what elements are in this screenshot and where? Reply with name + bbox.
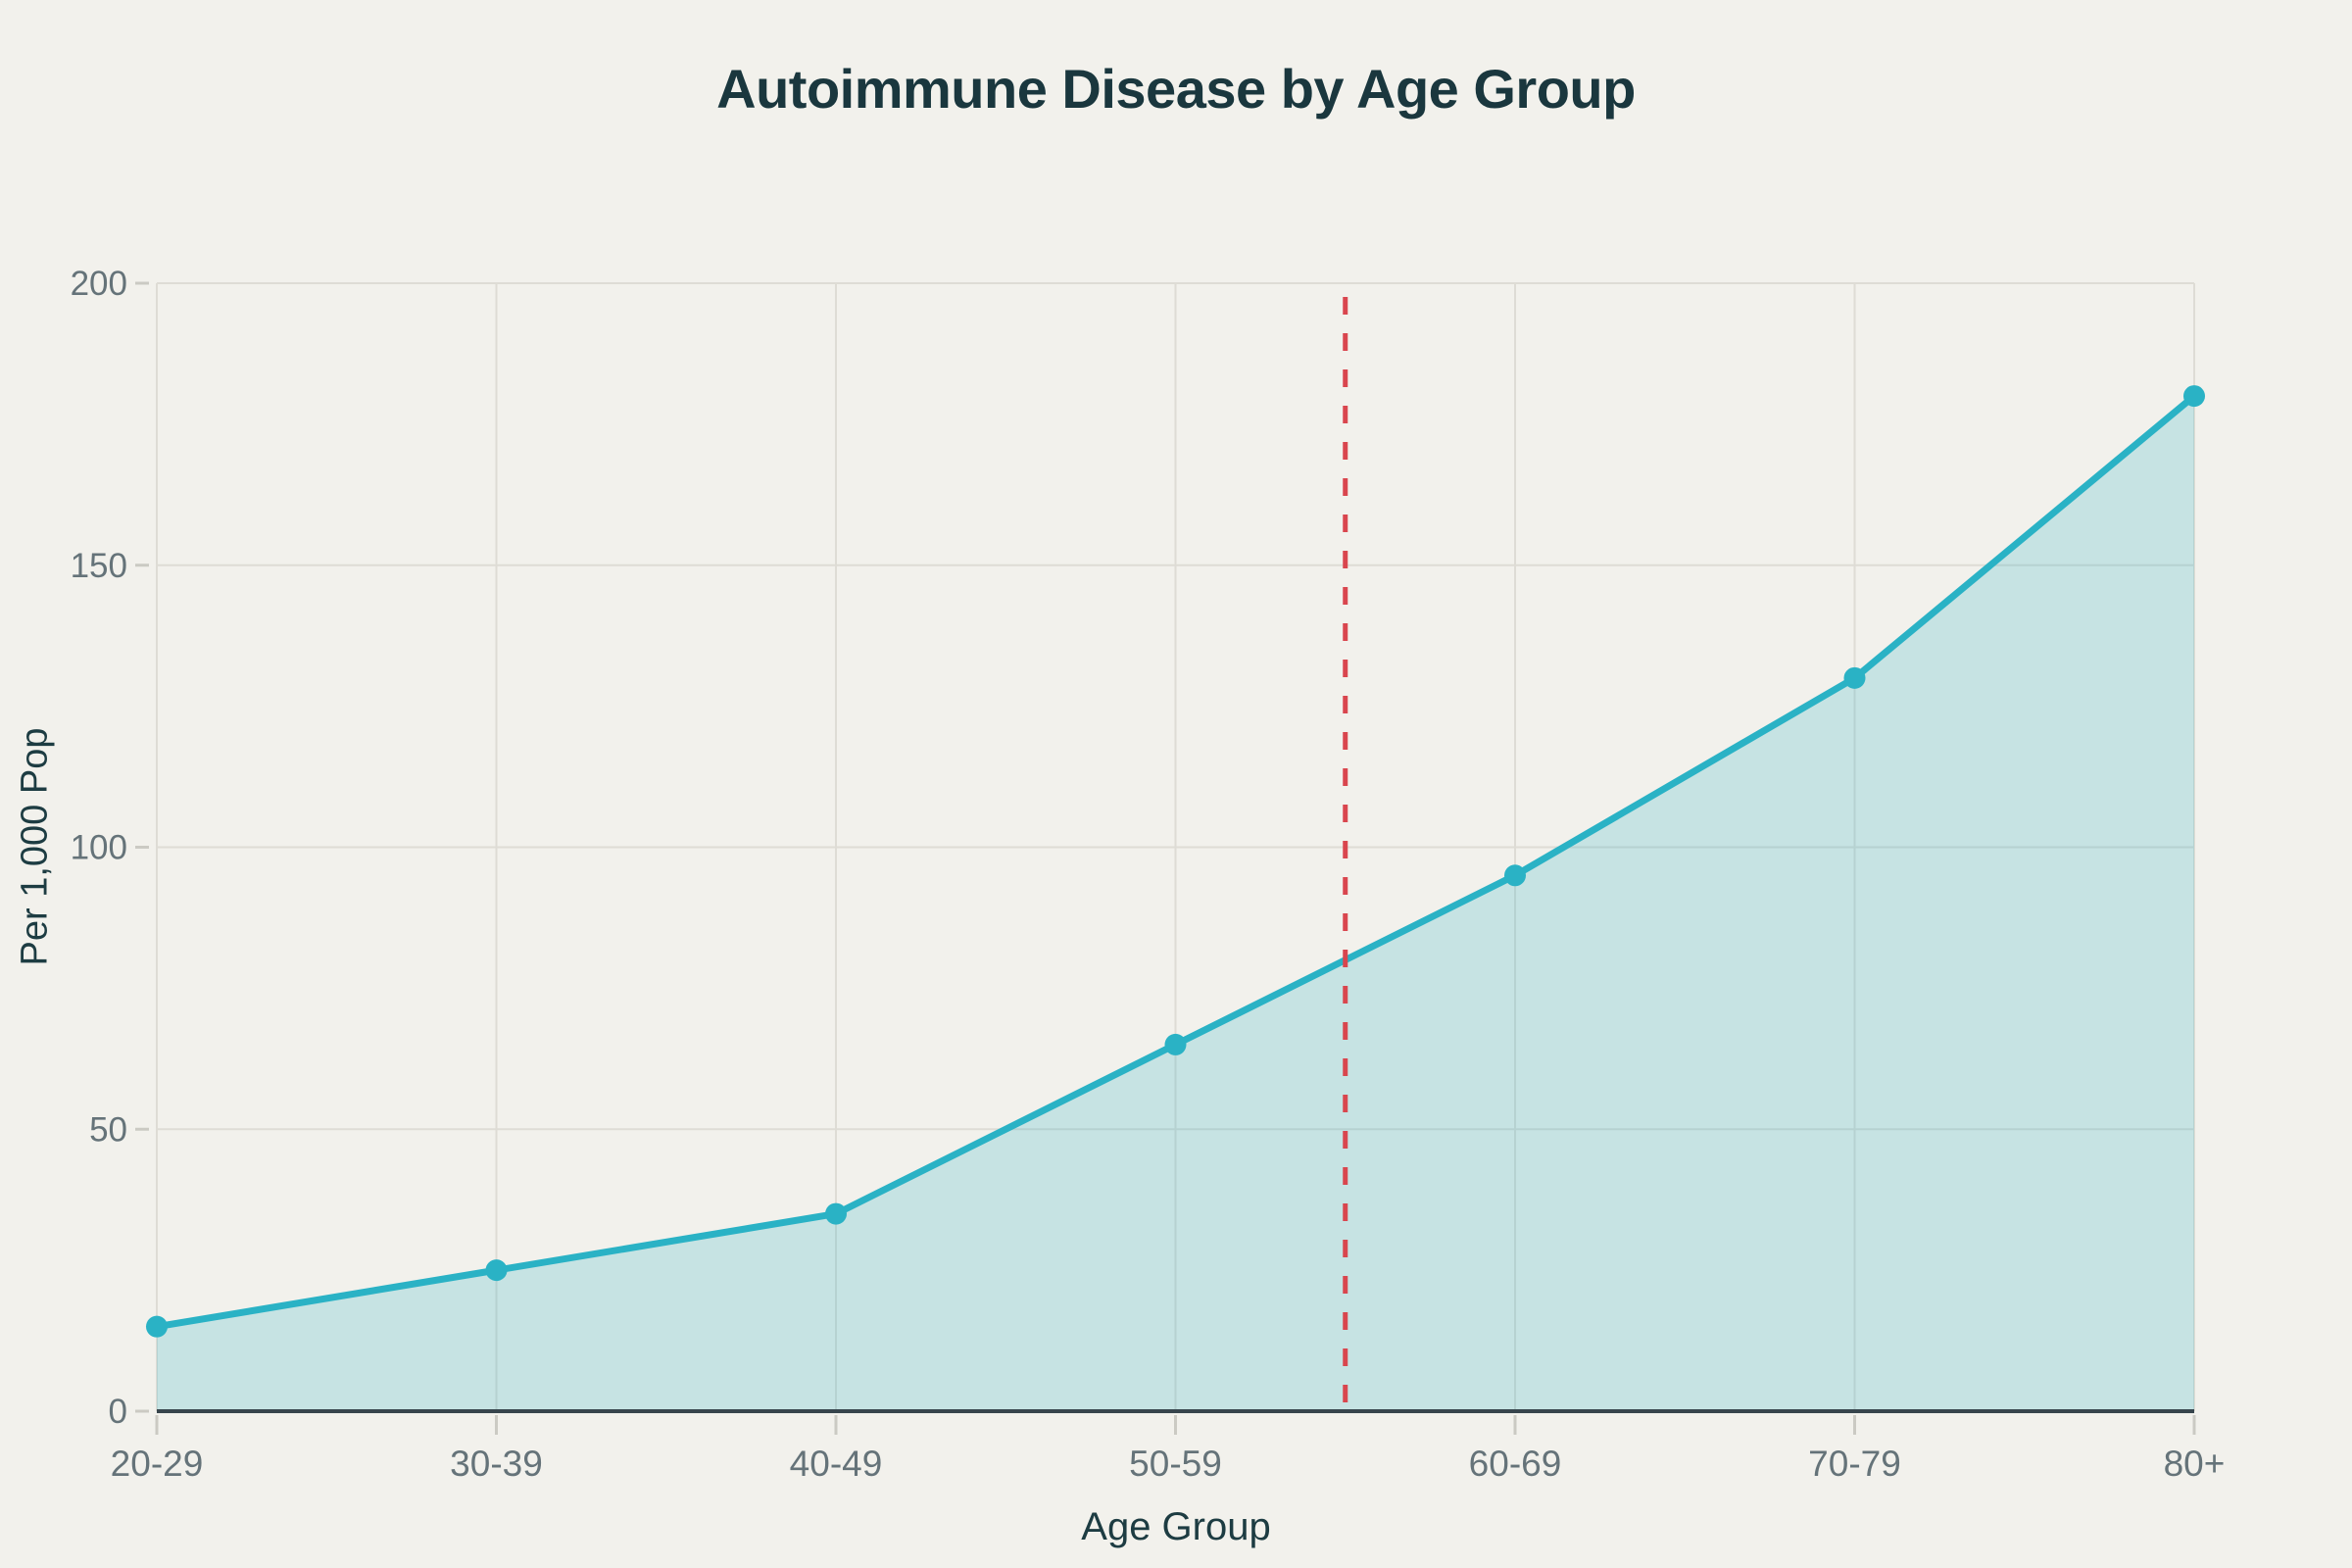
y-tick-label: 150 <box>71 547 127 585</box>
data-point <box>146 1315 168 1338</box>
x-tick-label: 60-69 <box>1469 1444 1562 1484</box>
data-point <box>1504 864 1526 887</box>
y-tick-label: 100 <box>71 829 127 867</box>
data-point <box>1843 666 1866 689</box>
y-tick-label: 50 <box>89 1110 127 1149</box>
x-tick-label: 40-49 <box>790 1444 883 1484</box>
chart-title: Autoimmune Disease by Age Group <box>716 58 1636 120</box>
x-tick-label: 80+ <box>2164 1444 2226 1484</box>
x-tick-label: 50-59 <box>1129 1444 1222 1484</box>
x-tick-label: 70-79 <box>1808 1444 1901 1484</box>
x-tick-label: 20-29 <box>111 1444 204 1484</box>
data-point <box>1164 1033 1187 1055</box>
data-point <box>825 1202 847 1225</box>
data-point <box>2183 385 2205 408</box>
y-tick-label: 0 <box>109 1393 127 1431</box>
data-point <box>485 1259 508 1282</box>
y-tick-label: 200 <box>71 265 127 303</box>
x-axis-title: Age Group <box>1081 1505 1271 1548</box>
x-tick-label: 30-39 <box>450 1444 543 1484</box>
area-fill <box>157 396 2194 1412</box>
